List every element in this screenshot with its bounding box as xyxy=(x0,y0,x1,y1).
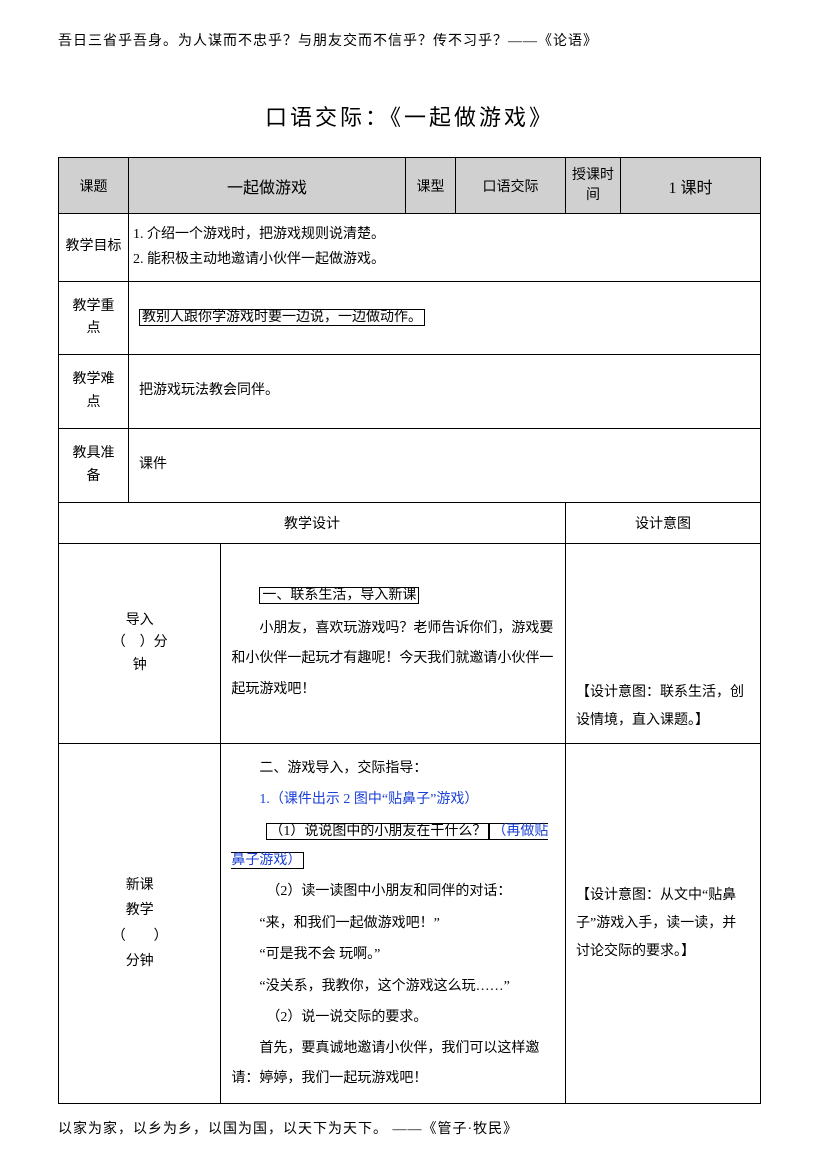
lesson-p5: “来，和我们一起做游戏吧！” xyxy=(231,909,555,938)
bottom-quote: 以家为家，以乡为乡，以国为国，以天下为天下。 ——《管子·牧民》 xyxy=(58,1118,518,1138)
tool-text: 课件 xyxy=(139,457,167,472)
goal-line1: 1. 介绍一个游戏时，把游戏规则说清楚。 xyxy=(133,222,750,247)
top-quote: 吾日三省乎吾身。为人谋而不忠乎？与朋友交而不信乎？传不习乎？——《论语》 xyxy=(58,30,761,50)
lesson-p6: “可是我不会 玩啊。” xyxy=(231,940,555,969)
lesson-label-l2: 教学 xyxy=(63,898,216,923)
goal-row: 教学目标 1. 介绍一个游戏时，把游戏规则说清楚。 2. 能积极主动地邀请小伙伴… xyxy=(59,214,761,281)
lesson-p3: （1）说说图中的小朋友在干什么？（再做贴鼻子游戏） xyxy=(231,817,555,876)
goal-content: 1. 介绍一个游戏时，把游戏规则说清楚。 2. 能积极主动地邀请小伙伴一起做游戏… xyxy=(129,214,761,281)
diff-label: 教学难点 xyxy=(59,355,129,429)
lesson-content: 二、游戏导入，交际指导： 1.（课件出示 2 图中“贴鼻子”游戏） （1）说说图… xyxy=(221,743,566,1103)
focus-content: 教别人跟你学游戏时要一边说，一边做动作。 xyxy=(129,281,761,355)
diff-row: 教学难点 把游戏玩法教会同伴。 xyxy=(59,355,761,429)
goal-line2: 2. 能积极主动地邀请小伙伴一起做游戏。 xyxy=(133,247,750,272)
intro-content: 一、联系生活，导入新课 小朋友，喜欢玩游戏吗？老师告诉你们，游戏要和小伙伴一起玩… xyxy=(221,543,566,743)
tool-content: 课件 xyxy=(129,429,761,503)
intro-intent: 【设计意图：联系生活，创设情境，直入课题。】 xyxy=(566,543,761,743)
lesson-p7: “没关系，我教你，这个游戏这么玩……” xyxy=(231,972,555,1001)
section-header-row: 教学设计 设计意图 xyxy=(59,502,761,543)
lesson-p1: 二、游戏导入，交际指导： xyxy=(231,754,555,783)
intro-label: 导入 （ ）分 钟 xyxy=(59,543,221,743)
intro-label-l3: 钟 xyxy=(63,655,216,677)
lesson-p2: 1.（课件出示 2 图中“贴鼻子”游戏） xyxy=(231,785,555,814)
cell-topic-label: 课题 xyxy=(59,158,129,214)
cell-type: 口语交际 xyxy=(456,158,566,214)
lesson-p9: 首先，要真诚地邀请小伙伴，我们可以这样邀请：婷婷，我们一起玩游戏吧！ xyxy=(231,1034,555,1093)
lesson-p4: （2）读一读图中小朋友和同伴的对话： xyxy=(231,877,555,906)
lesson-plan-table: 课题 一起做游戏 课型 口语交际 授课时间 1 课时 教学目标 1. 介绍一个游… xyxy=(58,157,761,1104)
focus-row: 教学重点 教别人跟你学游戏时要一边说，一边做动作。 xyxy=(59,281,761,355)
lesson-p3a: （1）说说图中的小朋友在干什么？ xyxy=(266,823,489,840)
focus-text: 教别人跟你学游戏时要一边说，一边做动作。 xyxy=(139,309,425,326)
intro-row: 导入 （ ）分 钟 一、联系生活，导入新课 小朋友，喜欢玩游戏吗？老师告诉你们，… xyxy=(59,543,761,743)
tool-label: 教具准备 xyxy=(59,429,129,503)
intent-header: 设计意图 xyxy=(566,502,761,543)
focus-label: 教学重点 xyxy=(59,281,129,355)
diff-text: 把游戏玩法教会同伴。 xyxy=(139,383,279,398)
lesson-label-l3: （ ） xyxy=(63,924,216,949)
intro-heading: 一、联系生活，导入新课 xyxy=(259,587,419,604)
cell-type-label: 课型 xyxy=(406,158,456,214)
lesson-p8: （2）说一说交际的要求。 xyxy=(231,1003,555,1032)
diff-content: 把游戏玩法教会同伴。 xyxy=(129,355,761,429)
intro-label-l1: 导入 xyxy=(63,610,216,632)
goal-label: 教学目标 xyxy=(59,214,129,281)
cell-time: 1 课时 xyxy=(621,158,761,214)
tool-row: 教具准备 课件 xyxy=(59,429,761,503)
intro-text: 小朋友，喜欢玩游戏吗？老师告诉你们，游戏要和小伙伴一起玩才有趣呢！今天我们就邀请… xyxy=(231,614,555,706)
design-header: 教学设计 xyxy=(59,502,566,543)
lesson-row: 新课 教学 （ ） 分钟 二、游戏导入，交际指导： 1.（课件出示 2 图中“贴… xyxy=(59,743,761,1103)
lesson-intent: 【设计意图：从文中“贴鼻子”游戏入手，读一读，并讨论交际的要求。】 xyxy=(566,743,761,1103)
intro-label-l2: （ ）分 xyxy=(63,632,216,654)
lesson-label-l1: 新课 xyxy=(63,873,216,898)
header-row: 课题 一起做游戏 课型 口语交际 授课时间 1 课时 xyxy=(59,158,761,214)
lesson-label: 新课 教学 （ ） 分钟 xyxy=(59,743,221,1103)
lesson-label-l4: 分钟 xyxy=(63,949,216,974)
page-title: 口语交际：《一起做游戏》 xyxy=(58,100,761,132)
cell-topic: 一起做游戏 xyxy=(129,158,406,214)
cell-time-label: 授课时间 xyxy=(566,158,621,214)
